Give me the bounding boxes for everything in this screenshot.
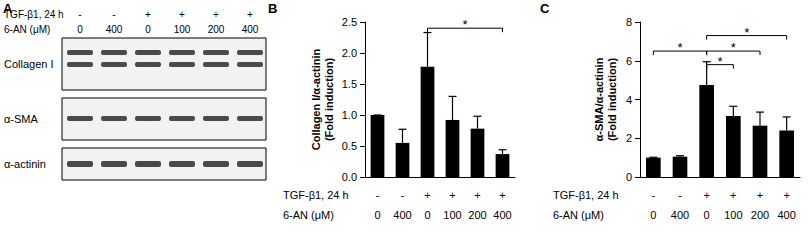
svg-text:+: + <box>213 9 219 20</box>
svg-text:0.0: 0.0 <box>342 171 357 183</box>
svg-text:-: - <box>401 189 405 201</box>
svg-text:2.0: 2.0 <box>342 47 357 59</box>
svg-text:400: 400 <box>493 209 511 221</box>
svg-text:+: + <box>247 9 253 20</box>
svg-text:-: - <box>112 9 115 20</box>
svg-text:+: + <box>449 189 455 201</box>
svg-text:6-AN (μM): 6-AN (μM) <box>4 24 50 35</box>
svg-text:+: + <box>179 9 185 20</box>
svg-text:0: 0 <box>424 209 430 221</box>
svg-text:TGF-β1, 24 h: TGF-β1, 24 h <box>553 189 619 201</box>
svg-text:+: + <box>730 189 736 201</box>
svg-text:C: C <box>540 1 550 16</box>
svg-text:1.5: 1.5 <box>342 78 357 90</box>
svg-text:+: + <box>783 189 789 201</box>
svg-text:200: 200 <box>751 209 769 221</box>
svg-text:Collagen I: Collagen I <box>4 58 54 70</box>
svg-text:*: * <box>462 17 467 32</box>
svg-text:+: + <box>703 189 709 201</box>
svg-text:8: 8 <box>626 16 632 28</box>
svg-text:*: * <box>677 40 682 55</box>
svg-text:400: 400 <box>393 209 411 221</box>
svg-text:100: 100 <box>724 209 742 221</box>
svg-text:1.0: 1.0 <box>342 109 357 121</box>
svg-text:TGF-β1, 24 h: TGF-β1, 24 h <box>283 189 349 201</box>
svg-text:*: * <box>744 25 749 40</box>
svg-text:6-AN (μM): 6-AN (μM) <box>283 209 334 221</box>
svg-text:α-SMA/α-actinin: α-SMA/α-actinin <box>593 57 605 141</box>
svg-text:+: + <box>499 189 505 201</box>
svg-text:0: 0 <box>374 209 380 221</box>
svg-text:100: 100 <box>443 209 461 221</box>
svg-text:6: 6 <box>626 55 632 67</box>
svg-text:*: * <box>717 54 722 69</box>
svg-text:100: 100 <box>174 24 191 35</box>
svg-text:+: + <box>145 9 151 20</box>
svg-text:B: B <box>268 1 277 16</box>
svg-text:6-AN (μM): 6-AN (μM) <box>553 209 604 221</box>
svg-text:α-actinin: α-actinin <box>4 158 46 170</box>
svg-text:400: 400 <box>777 209 795 221</box>
svg-text:+: + <box>424 189 430 201</box>
svg-text:*: * <box>731 40 736 55</box>
svg-text:200: 200 <box>208 24 225 35</box>
svg-text:2: 2 <box>626 132 632 144</box>
svg-text:-: - <box>376 189 380 201</box>
svg-text:0: 0 <box>650 209 656 221</box>
svg-text:+: + <box>474 189 480 201</box>
svg-text:0: 0 <box>626 171 632 183</box>
svg-text:TGF-β1, 24 h: TGF-β1, 24 h <box>4 9 64 20</box>
svg-text:0: 0 <box>77 24 83 35</box>
svg-text:-: - <box>678 189 682 201</box>
svg-text:+: + <box>757 189 763 201</box>
svg-text:Collagen I/α-actinin: Collagen I/α-actinin <box>310 48 322 150</box>
svg-text:400: 400 <box>106 24 123 35</box>
svg-text:400: 400 <box>671 209 689 221</box>
svg-text:2.5: 2.5 <box>342 16 357 28</box>
svg-text:4: 4 <box>626 94 632 106</box>
svg-text:400: 400 <box>242 24 259 35</box>
svg-text:α-SMA: α-SMA <box>4 113 39 125</box>
svg-text:0.5: 0.5 <box>342 140 357 152</box>
svg-text:-: - <box>651 189 655 201</box>
svg-text:200: 200 <box>468 209 486 221</box>
svg-text:0: 0 <box>704 209 710 221</box>
svg-text:-: - <box>78 9 81 20</box>
svg-text:(Fold induction): (Fold induction) <box>606 58 618 141</box>
svg-text:0: 0 <box>145 24 151 35</box>
svg-text:(Fold induction): (Fold induction) <box>323 58 335 141</box>
